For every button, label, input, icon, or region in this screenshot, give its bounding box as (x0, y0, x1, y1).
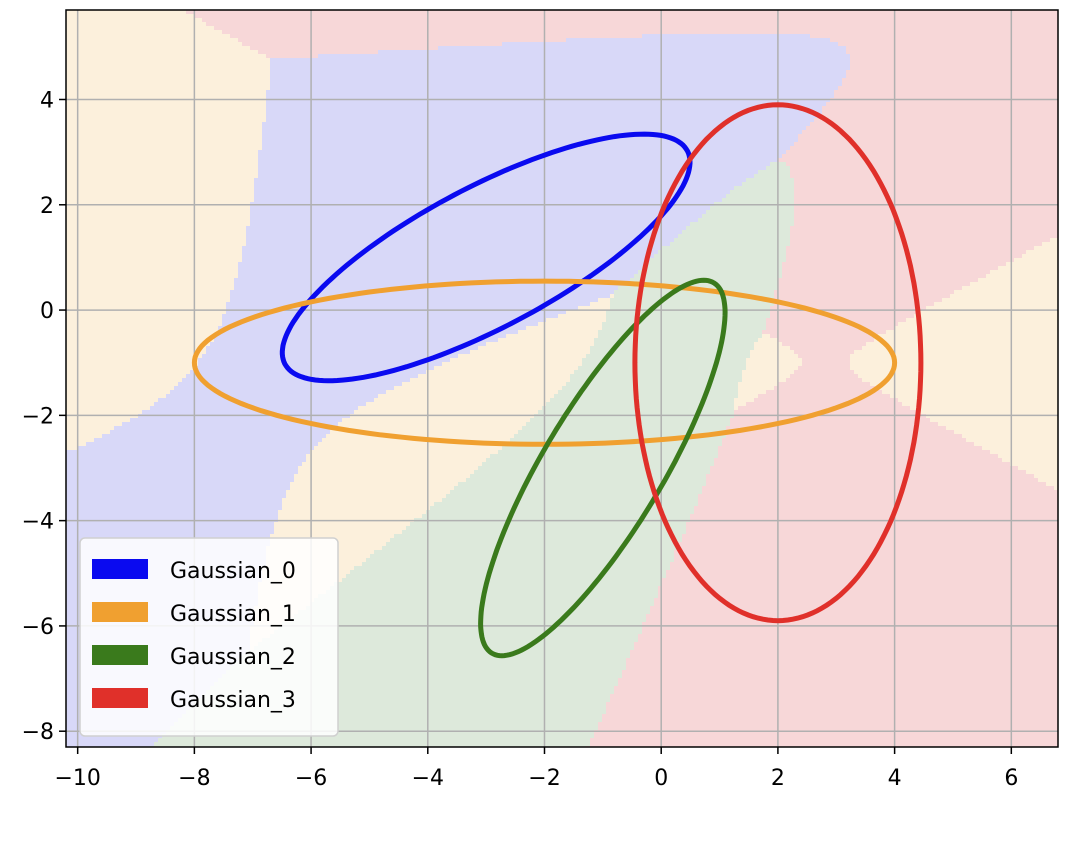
legend-label-gaussian-0: Gaussian_0 (170, 559, 296, 584)
x-tick-label: 6 (1004, 766, 1018, 791)
legend-frame (79, 537, 339, 737)
x-tick-label: 0 (654, 766, 668, 791)
y-tick-label: −6 (22, 615, 54, 640)
legend-swatch-gaussian-3 (92, 688, 148, 708)
legend-label-gaussian-1: Gaussian_1 (170, 602, 296, 627)
legend: Gaussian_0 Gaussian_1 Gaussian_2 Gaussian_3 (79, 537, 339, 737)
y-tick-label: −2 (22, 404, 54, 429)
axes-frame (65, 9, 1059, 748)
x-tick-label: 2 (771, 766, 785, 791)
legend-swatch-gaussian-2 (92, 645, 148, 665)
ellipse-gaussian-2 (478, 277, 728, 659)
x-tick-label: −2 (528, 766, 560, 791)
legend-label-gaussian-2: Gaussian_2 (170, 645, 296, 670)
x-tick-label: −10 (54, 766, 100, 791)
y-tick-label: 0 (40, 299, 54, 324)
legend-label-gaussian-3: Gaussian_3 (170, 688, 296, 713)
y-tick-label: 4 (40, 88, 54, 113)
y-tick-label: −4 (22, 510, 54, 535)
x-tick-label: −4 (412, 766, 444, 791)
ellipse-gaussian-3 (632, 102, 924, 624)
y-tick-label: −8 (22, 720, 54, 745)
ellipse-gaussian-0 (279, 131, 693, 384)
gaussian-ellipses (191, 102, 924, 659)
legend-swatch-gaussian-0 (92, 559, 148, 579)
legend-swatch-gaussian-1 (92, 602, 148, 622)
x-tick-label: −6 (295, 766, 327, 791)
x-tick-label: 4 (888, 766, 902, 791)
x-tick-label: −8 (178, 766, 210, 791)
y-tick-label: 2 (40, 194, 54, 219)
